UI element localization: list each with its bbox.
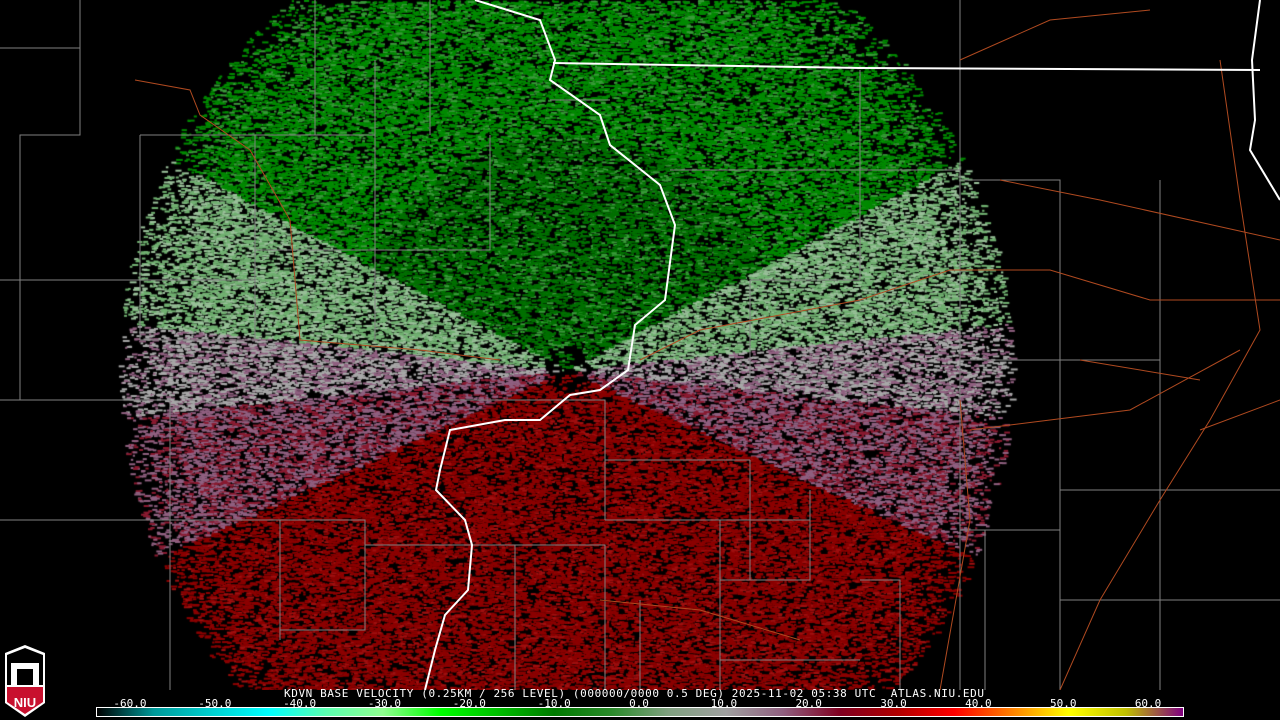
colorbar-tick-label: -40.0 [283,697,317,710]
colorbar-tick-label: 30.0 [880,697,907,710]
state-lines [424,0,1280,690]
map-overlay [0,0,1280,690]
county-lines [0,0,1280,690]
logo-text: NIU [14,695,36,710]
colorbar-tick-label: 60.0 [1134,697,1162,710]
colorbar-tick-label: -30.0 [367,697,402,710]
colorbar-tick-label: 40.0 [965,697,992,710]
velocity-colorbar [96,707,1184,717]
niu-logo: NIU [5,645,45,717]
colorbar-tick-label: -20.0 [452,697,486,710]
colorbar-tick-label: -50.0 [198,697,232,710]
colorbar-tick-label: 0.0 [629,697,649,710]
colorbar-tick-label: -60.0 [113,697,147,710]
colorbar-tick-label: 10.0 [710,697,738,710]
product-title: KDVN BASE VELOCITY (0.25KM / 256 LEVEL) … [284,687,985,700]
colorbar-tick-label: -10.0 [537,697,571,710]
colorbar-tick-label: 50.0 [1049,697,1077,710]
velocity-radar-image [0,0,1280,690]
colorbar-tick-label: 20.0 [795,697,822,710]
road-lines [134,9,1280,690]
